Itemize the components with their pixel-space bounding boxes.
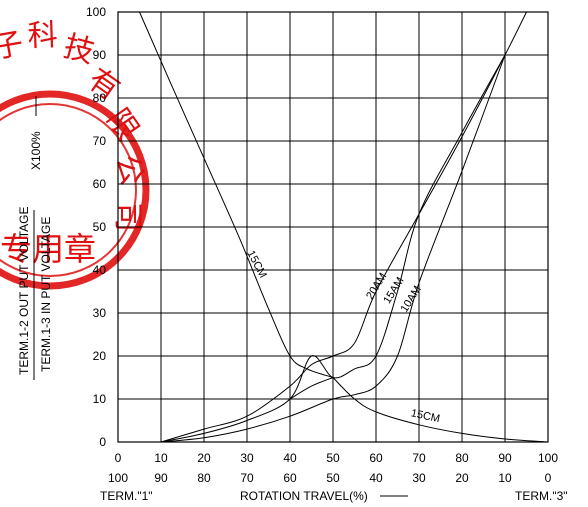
- x-tick-label-bottom: 30: [412, 471, 426, 485]
- curve-15cm: [139, 11, 334, 378]
- x-tick-label-top: 30: [240, 451, 254, 465]
- chart-curves: [139, 11, 549, 443]
- y-tick-label: 20: [93, 349, 107, 363]
- x-axis-ticks-top: 0 10 20 30 40 50 60 70 80 90 100: [115, 451, 559, 465]
- y-axis-label-multiplier: X100%: [29, 131, 43, 170]
- y-axis-label-numerator: TERM.1-2 OUT PUT VOLTAGE: [17, 207, 31, 375]
- y-tick-label: 50: [93, 220, 107, 234]
- x-tick-label-bottom: 50: [326, 471, 340, 485]
- plot-frame: [117, 11, 549, 443]
- y-axis-label: TERM.1-2 OUT PUT VOLTAGE TERM.1-3 IN PUT…: [17, 96, 53, 380]
- y-axis-ticks: 0 10 20 30 40 50 60 70 80 90 100: [86, 5, 106, 449]
- x-tick-label-top: 60: [369, 451, 383, 465]
- curve-label-15cm: 15CM: [244, 249, 268, 281]
- curve-20am: [160, 11, 527, 443]
- curve-segment: [289, 377, 334, 400]
- y-tick-label: 10: [93, 392, 107, 406]
- curve-label-15cm: 15CM: [410, 407, 441, 425]
- y-tick-label: 60: [93, 177, 107, 191]
- x-tick-label-top: 70: [412, 451, 426, 465]
- y-tick-label: 80: [93, 91, 107, 105]
- x-tick-label-bottom: 20: [455, 471, 469, 485]
- x-axis-center-label: ROTATION TRAVEL(%): [240, 489, 368, 503]
- x-tick-label-bottom: 100: [108, 471, 128, 485]
- x-tick-label-bottom: 70: [240, 471, 254, 485]
- x-tick-label-top: 40: [283, 451, 297, 465]
- x-tick-label-bottom: 60: [283, 471, 297, 485]
- x-tick-label-bottom: 10: [498, 471, 512, 485]
- x-axis-right-label: TERM."3": [515, 489, 568, 503]
- plot-border: [117, 11, 549, 443]
- x-tick-label-top: 0: [115, 451, 122, 465]
- x-tick-label-top: 10: [154, 451, 168, 465]
- y-tick-label: 40: [93, 263, 107, 277]
- svg-text:科: 科: [27, 18, 58, 54]
- x-tick-label-top: 80: [455, 451, 469, 465]
- x-tick-label-top: 50: [326, 451, 340, 465]
- x-tick-label-bottom: 80: [197, 471, 211, 485]
- x-tick-label-top: 90: [498, 451, 512, 465]
- curve-15cm: [332, 377, 549, 443]
- svg-text:专用章: 专用章: [0, 230, 96, 268]
- y-tick-label: 30: [93, 306, 107, 320]
- y-tick-label: 100: [86, 5, 106, 19]
- y-tick-label: 0: [99, 435, 106, 449]
- x-tick-label-top: 100: [538, 451, 558, 465]
- y-axis-label-denominator: TERM.1-3 IN PUT VOLTAGE: [39, 217, 53, 372]
- x-tick-label-bottom: 90: [154, 471, 168, 485]
- x-tick-label-top: 20: [197, 451, 211, 465]
- x-axis-ticks-bottom: 100 90 80 70 60 50 40 30 20 10 0: [108, 471, 552, 485]
- curve-15am: [160, 54, 506, 443]
- x-tick-label-bottom: 40: [369, 471, 383, 485]
- curve-10am: [160, 54, 506, 443]
- x-axis-left-label: TERM."1": [100, 489, 153, 503]
- x-tick-label-bottom: 0: [545, 471, 552, 485]
- y-tick-label: 70: [93, 134, 107, 148]
- svg-text:子: 子: [0, 26, 26, 66]
- y-tick-label: 90: [93, 48, 107, 62]
